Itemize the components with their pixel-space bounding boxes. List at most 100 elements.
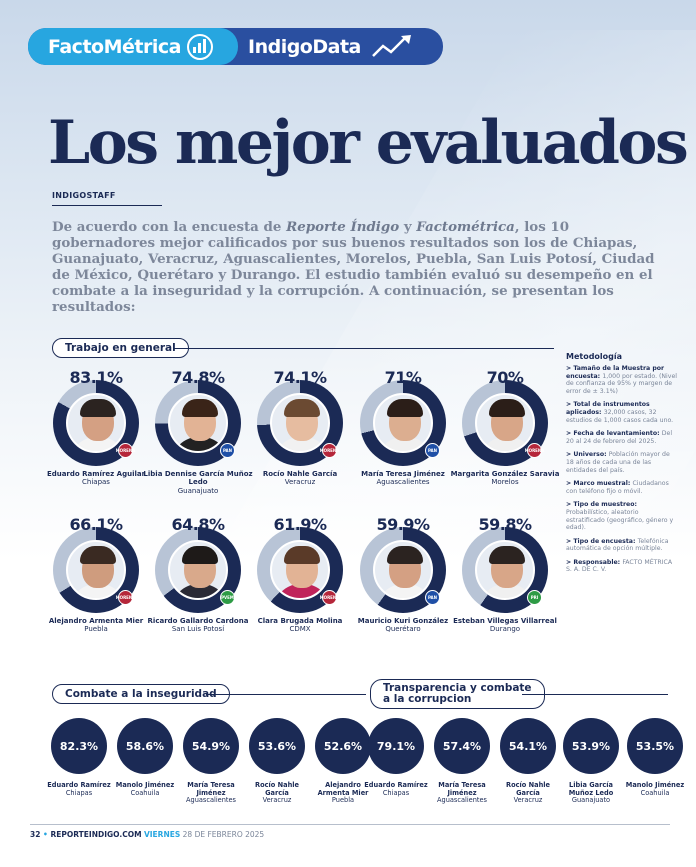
- stat-name: Manolo Jiménez: [625, 781, 685, 789]
- party-logo: PAN: [425, 443, 440, 458]
- footer-site: REPORTEINDIGO.COM: [50, 830, 142, 839]
- methodology-key: > Universo:: [566, 451, 609, 459]
- governor-photo: [66, 393, 126, 453]
- party-logo: PRI: [527, 590, 542, 605]
- methodology-item: > Fecha de levantamiento: Del 20 al 24 d…: [566, 430, 678, 445]
- methodology-key: > Total de instrumentos aplicados:: [566, 401, 650, 416]
- governor-state: Morelos: [491, 478, 519, 486]
- methodology-item: > Responsable: FACTO MÉTRICA S. A. DE C.…: [566, 559, 678, 574]
- stat-state: Coahuila: [130, 789, 160, 797]
- party-logo: MORENA: [116, 590, 135, 605]
- corruption-stat: 53.9% Libia García Muñoz Ledo Guanajuato: [558, 718, 624, 818]
- governor-name: Margarita González Saravia: [450, 470, 560, 478]
- section-rule-security: [206, 694, 366, 695]
- stat-name: María Teresa Jiménez: [438, 781, 486, 797]
- stat-circle: 82.3%: [51, 718, 107, 774]
- stat-circle: 57.4%: [434, 718, 490, 774]
- governor-state: Chiapas: [82, 478, 110, 486]
- methodology-value: Ciudadanos con teléfono fijo o móvil.: [566, 480, 669, 495]
- governor-name: Libia Dennise García Muñoz Ledo: [143, 470, 253, 487]
- governor-percentage: 59.9%: [376, 515, 430, 534]
- methodology-item: > Tipo de encuesta: Telefónica automátic…: [566, 538, 678, 553]
- methodology-key: > Responsable:: [566, 558, 623, 566]
- methodology: Metodología > Tamaño de la Muestra por e…: [566, 352, 678, 580]
- headline: Los mejor evaluados: [48, 108, 689, 178]
- photo-hair: [284, 399, 320, 417]
- governor-card: 64.8% PVEM Ricardo Gallardo Cardona San Lui…: [143, 515, 253, 655]
- intro-source-2: Factométrica: [416, 219, 515, 235]
- governor-percentage: 71%: [384, 368, 422, 387]
- governor-percentage: 70%: [486, 368, 524, 387]
- governor-photo: [270, 393, 330, 453]
- governor-state: Veracruz: [284, 478, 316, 486]
- party-logo: MORENA: [320, 590, 339, 605]
- stat-state: Chiapas: [382, 789, 410, 797]
- governor-state: CDMX: [289, 625, 311, 633]
- stat-name: Manolo Jiménez: [115, 781, 175, 789]
- byline: INDIGOSTAFF: [52, 191, 116, 200]
- stat-name: María Teresa Jiménez: [187, 781, 235, 797]
- methodology-item: > Total de instrumentos aplicados: 32,00…: [566, 401, 678, 424]
- governor-photo: [373, 393, 433, 453]
- methodology-key: > Tipo de encuesta:: [566, 537, 638, 545]
- corruption-label-line2: a la corrupcion: [383, 693, 472, 705]
- photo-shirt: [377, 437, 431, 451]
- section-label-general: Trabajo en general: [52, 338, 189, 358]
- methodology-item: > Marco muestral: Ciudadanos con teléfon…: [566, 480, 678, 495]
- governor-photo: [168, 393, 228, 453]
- governor-name: Esteban Villegas Villarreal: [453, 617, 557, 625]
- governor-state: Puebla: [84, 625, 108, 633]
- governor-name: Mauricio Kuri González: [357, 617, 449, 625]
- photo-shirt: [274, 584, 328, 598]
- governor-percentage: 66.1%: [69, 515, 123, 534]
- methodology-item: > Universo: Población mayor de 18 años d…: [566, 451, 678, 474]
- page-number: 32: [30, 830, 41, 839]
- governor-percentage: 59.8%: [478, 515, 532, 534]
- corruption-stat: 53.5% Manolo Jiménez Coahuila: [622, 718, 688, 818]
- governor-percentage: 74.1%: [273, 368, 327, 387]
- stat-name: Eduardo Ramírez: [47, 781, 111, 789]
- governor-card: 71% PAN María Teresa Jiménez Aguascalientes: [348, 368, 458, 508]
- intro-paragraph: De acuerdo con la encuesta de Reporte Ín…: [52, 219, 662, 315]
- stat-circle: 58.6%: [117, 718, 173, 774]
- governor-percentage: 83.1%: [69, 368, 123, 387]
- indigodata-name: IndigoData: [248, 35, 361, 58]
- photo-shirt: [479, 437, 533, 451]
- stat-state: Aguascalientes: [437, 796, 487, 804]
- methodology-key: > Tipo de muestreo:: [566, 501, 637, 509]
- governor-card: 83.1% MORENA Eduardo Ramírez Aguilar Chiapa…: [41, 368, 151, 508]
- stat-state: Veracruz: [513, 796, 543, 804]
- section-label-security: Combate a la inseguridad: [52, 684, 230, 704]
- governor-name: Alejandro Armenta Mier: [48, 617, 144, 625]
- security-stat: 58.6% Manolo Jiménez Coahuila: [112, 718, 178, 818]
- photo-hair: [80, 546, 116, 564]
- section-rule-corruption: [522, 694, 668, 695]
- footer-date: 28 DE FEBRERO 2025: [182, 830, 265, 839]
- security-stat: 53.6% Rocío Nahle García Veracruz: [244, 718, 310, 818]
- stat-circle: 52.6%: [315, 718, 371, 774]
- stat-circle: 54.9%: [183, 718, 239, 774]
- party-logo: PAN: [425, 590, 440, 605]
- governor-card: 61.9% MORENA Clara Brugada Molina CDMX: [245, 515, 355, 655]
- stat-state: Veracruz: [262, 796, 292, 804]
- photo-hair: [80, 399, 116, 417]
- governor-percentage: 64.8%: [171, 515, 225, 534]
- party-logo: PVEM: [220, 590, 235, 605]
- footer-day: VIERNES: [143, 830, 181, 839]
- stat-name: Libia García Muñoz Ledo: [568, 781, 614, 797]
- governor-name: María Teresa Jiménez: [361, 470, 445, 478]
- intro-text-3: , los 10 gobernadores mejor calificados …: [52, 219, 655, 315]
- corruption-stat: 79.1% Eduardo Ramírez Chiapas: [363, 718, 429, 818]
- governor-name: Clara Brugada Molina: [257, 617, 343, 625]
- photo-shirt: [172, 584, 226, 598]
- governor-state: San Luis Potosí: [171, 625, 225, 633]
- photo-shirt: [70, 437, 124, 451]
- footer-bullet: •: [40, 830, 51, 839]
- stat-name: Rocío Nahle García: [255, 781, 299, 797]
- intro-text-2: y: [399, 219, 417, 235]
- stat-state: Puebla: [331, 796, 355, 804]
- stat-circle: 53.6%: [249, 718, 305, 774]
- bar-chart-icon: [186, 33, 213, 60]
- corruption-label-line1: Transparencia y combate: [383, 682, 532, 694]
- photo-hair: [182, 399, 218, 417]
